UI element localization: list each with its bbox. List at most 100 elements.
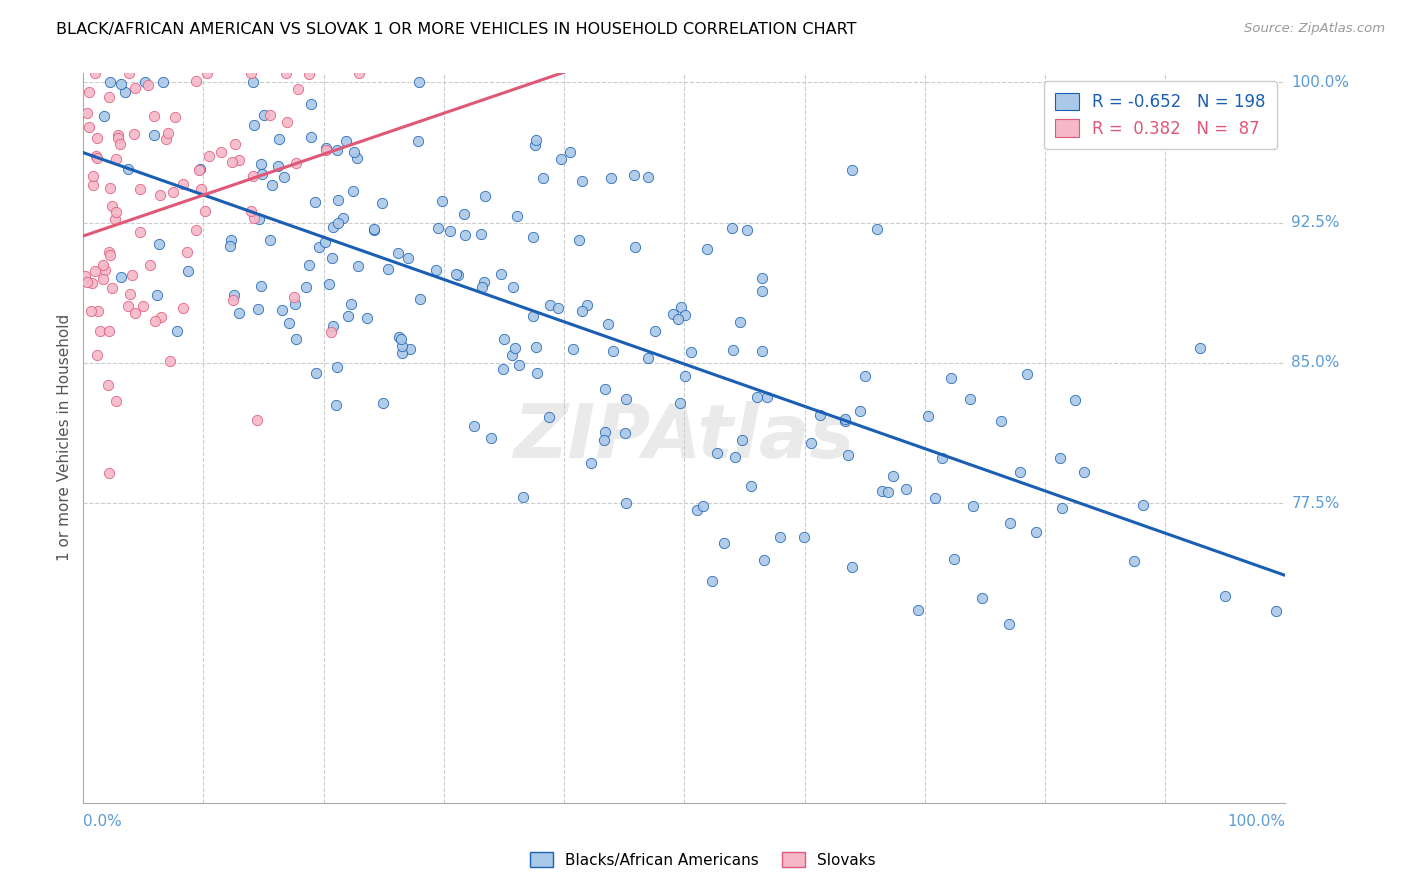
Point: [808, 408, 831, 422]
Point: [131, 299, 153, 313]
Point: [152, 75, 174, 89]
Point: [143, 314, 166, 328]
Point: [298, 258, 321, 272]
Point: [146, 287, 169, 301]
Point: [882, 469, 904, 483]
Point: [139, 258, 162, 272]
Point: [439, 224, 461, 238]
Point: [1213, 589, 1236, 603]
Point: [800, 435, 823, 450]
Point: [184, 74, 207, 88]
Y-axis label: 1 or more Vehicles in Household: 1 or more Vehicles in Household: [58, 314, 72, 561]
Point: [110, 270, 132, 285]
Point: [253, 108, 276, 122]
Point: [531, 170, 554, 185]
Point: [523, 138, 546, 153]
Point: [129, 182, 152, 196]
Point: [284, 297, 307, 311]
Point: [696, 243, 718, 257]
Point: [93, 109, 115, 123]
Point: [1050, 501, 1073, 516]
Text: 77.5%: 77.5%: [1291, 496, 1340, 511]
Point: [122, 127, 145, 141]
Point: [596, 317, 619, 331]
Point: [166, 324, 188, 338]
Point: [117, 161, 139, 176]
Point: [315, 141, 337, 155]
Point: [299, 97, 322, 112]
Point: [143, 128, 166, 142]
Point: [98, 75, 121, 89]
Point: [614, 392, 637, 406]
Point: [721, 221, 744, 235]
Point: [283, 290, 305, 304]
Point: [266, 160, 288, 174]
Text: 100.0%: 100.0%: [1227, 814, 1285, 829]
Point: [326, 216, 349, 230]
Point: [538, 410, 561, 425]
Point: [581, 456, 603, 470]
Point: [426, 220, 449, 235]
Point: [408, 75, 430, 89]
Point: [547, 301, 569, 316]
Point: [328, 194, 350, 208]
Point: [1073, 465, 1095, 479]
Point: [644, 324, 666, 338]
Point: [77, 120, 100, 134]
Point: [105, 393, 128, 408]
Point: [228, 305, 250, 319]
Point: [165, 110, 187, 124]
Point: [159, 354, 181, 368]
Point: [304, 194, 326, 209]
Point: [321, 251, 343, 265]
Point: [463, 418, 485, 433]
Point: [97, 324, 120, 338]
Point: [363, 223, 385, 237]
Point: [117, 299, 139, 313]
Point: [89, 324, 111, 338]
Point: [997, 617, 1019, 632]
Point: [702, 574, 724, 589]
Point: [550, 153, 572, 167]
Text: Source: ZipAtlas.com: Source: ZipAtlas.com: [1244, 22, 1385, 36]
Point: [571, 303, 593, 318]
Point: [117, 66, 139, 80]
Point: [224, 287, 246, 301]
Point: [479, 431, 502, 445]
Point: [522, 230, 544, 244]
Point: [250, 167, 273, 181]
Point: [246, 412, 269, 426]
Point: [195, 66, 218, 80]
Legend: R = -0.652   N = 198, R =  0.382   N =  87: R = -0.652 N = 198, R = 0.382 N = 87: [1043, 81, 1277, 149]
Point: [834, 412, 856, 426]
Point: [616, 496, 638, 510]
Point: [990, 414, 1012, 428]
Point: [593, 425, 616, 440]
Point: [86, 131, 108, 145]
Point: [259, 233, 281, 247]
Point: [262, 178, 284, 192]
Point: [107, 131, 129, 145]
Point: [190, 162, 212, 177]
Point: [931, 451, 953, 466]
Point: [391, 339, 413, 353]
Point: [209, 145, 232, 160]
Point: [176, 244, 198, 259]
Point: [474, 189, 496, 203]
Point: [356, 310, 378, 325]
Point: [267, 132, 290, 146]
Point: [276, 114, 298, 128]
Point: [754, 553, 776, 567]
Point: [305, 366, 328, 380]
Point: [745, 390, 768, 404]
Point: [243, 211, 266, 225]
Point: [637, 351, 659, 366]
Point: [568, 233, 591, 247]
Point: [107, 128, 129, 142]
Point: [218, 238, 240, 252]
Point: [285, 156, 308, 170]
Point: [713, 536, 735, 550]
Point: [343, 145, 366, 159]
Point: [340, 297, 363, 311]
Point: [243, 118, 266, 132]
